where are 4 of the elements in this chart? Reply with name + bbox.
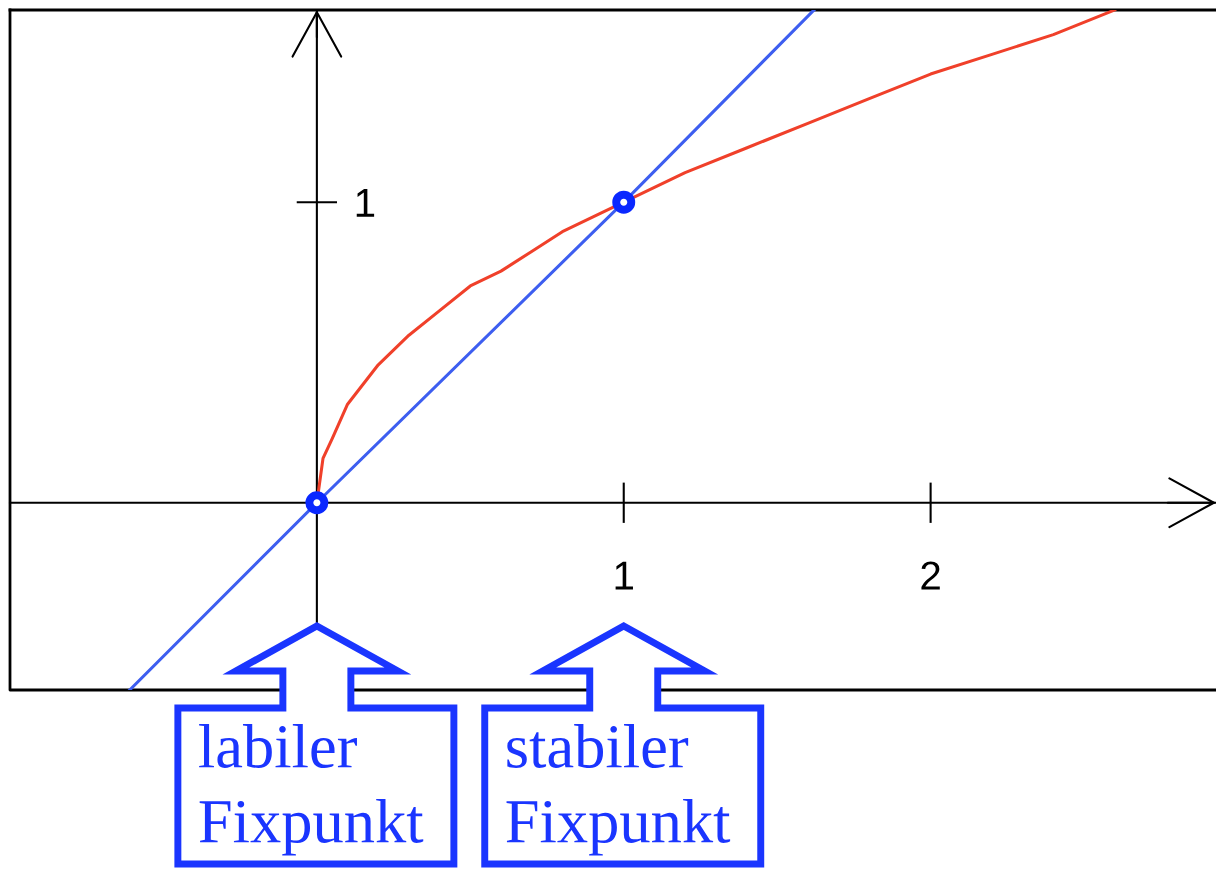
text: stabiler Fixpunkt xyxy=(506,724,731,856)
x-tick-label: 2 xyxy=(921,561,940,590)
annotation: 1 xyxy=(356,189,375,217)
text: labiler Fixpunkt xyxy=(199,724,424,856)
